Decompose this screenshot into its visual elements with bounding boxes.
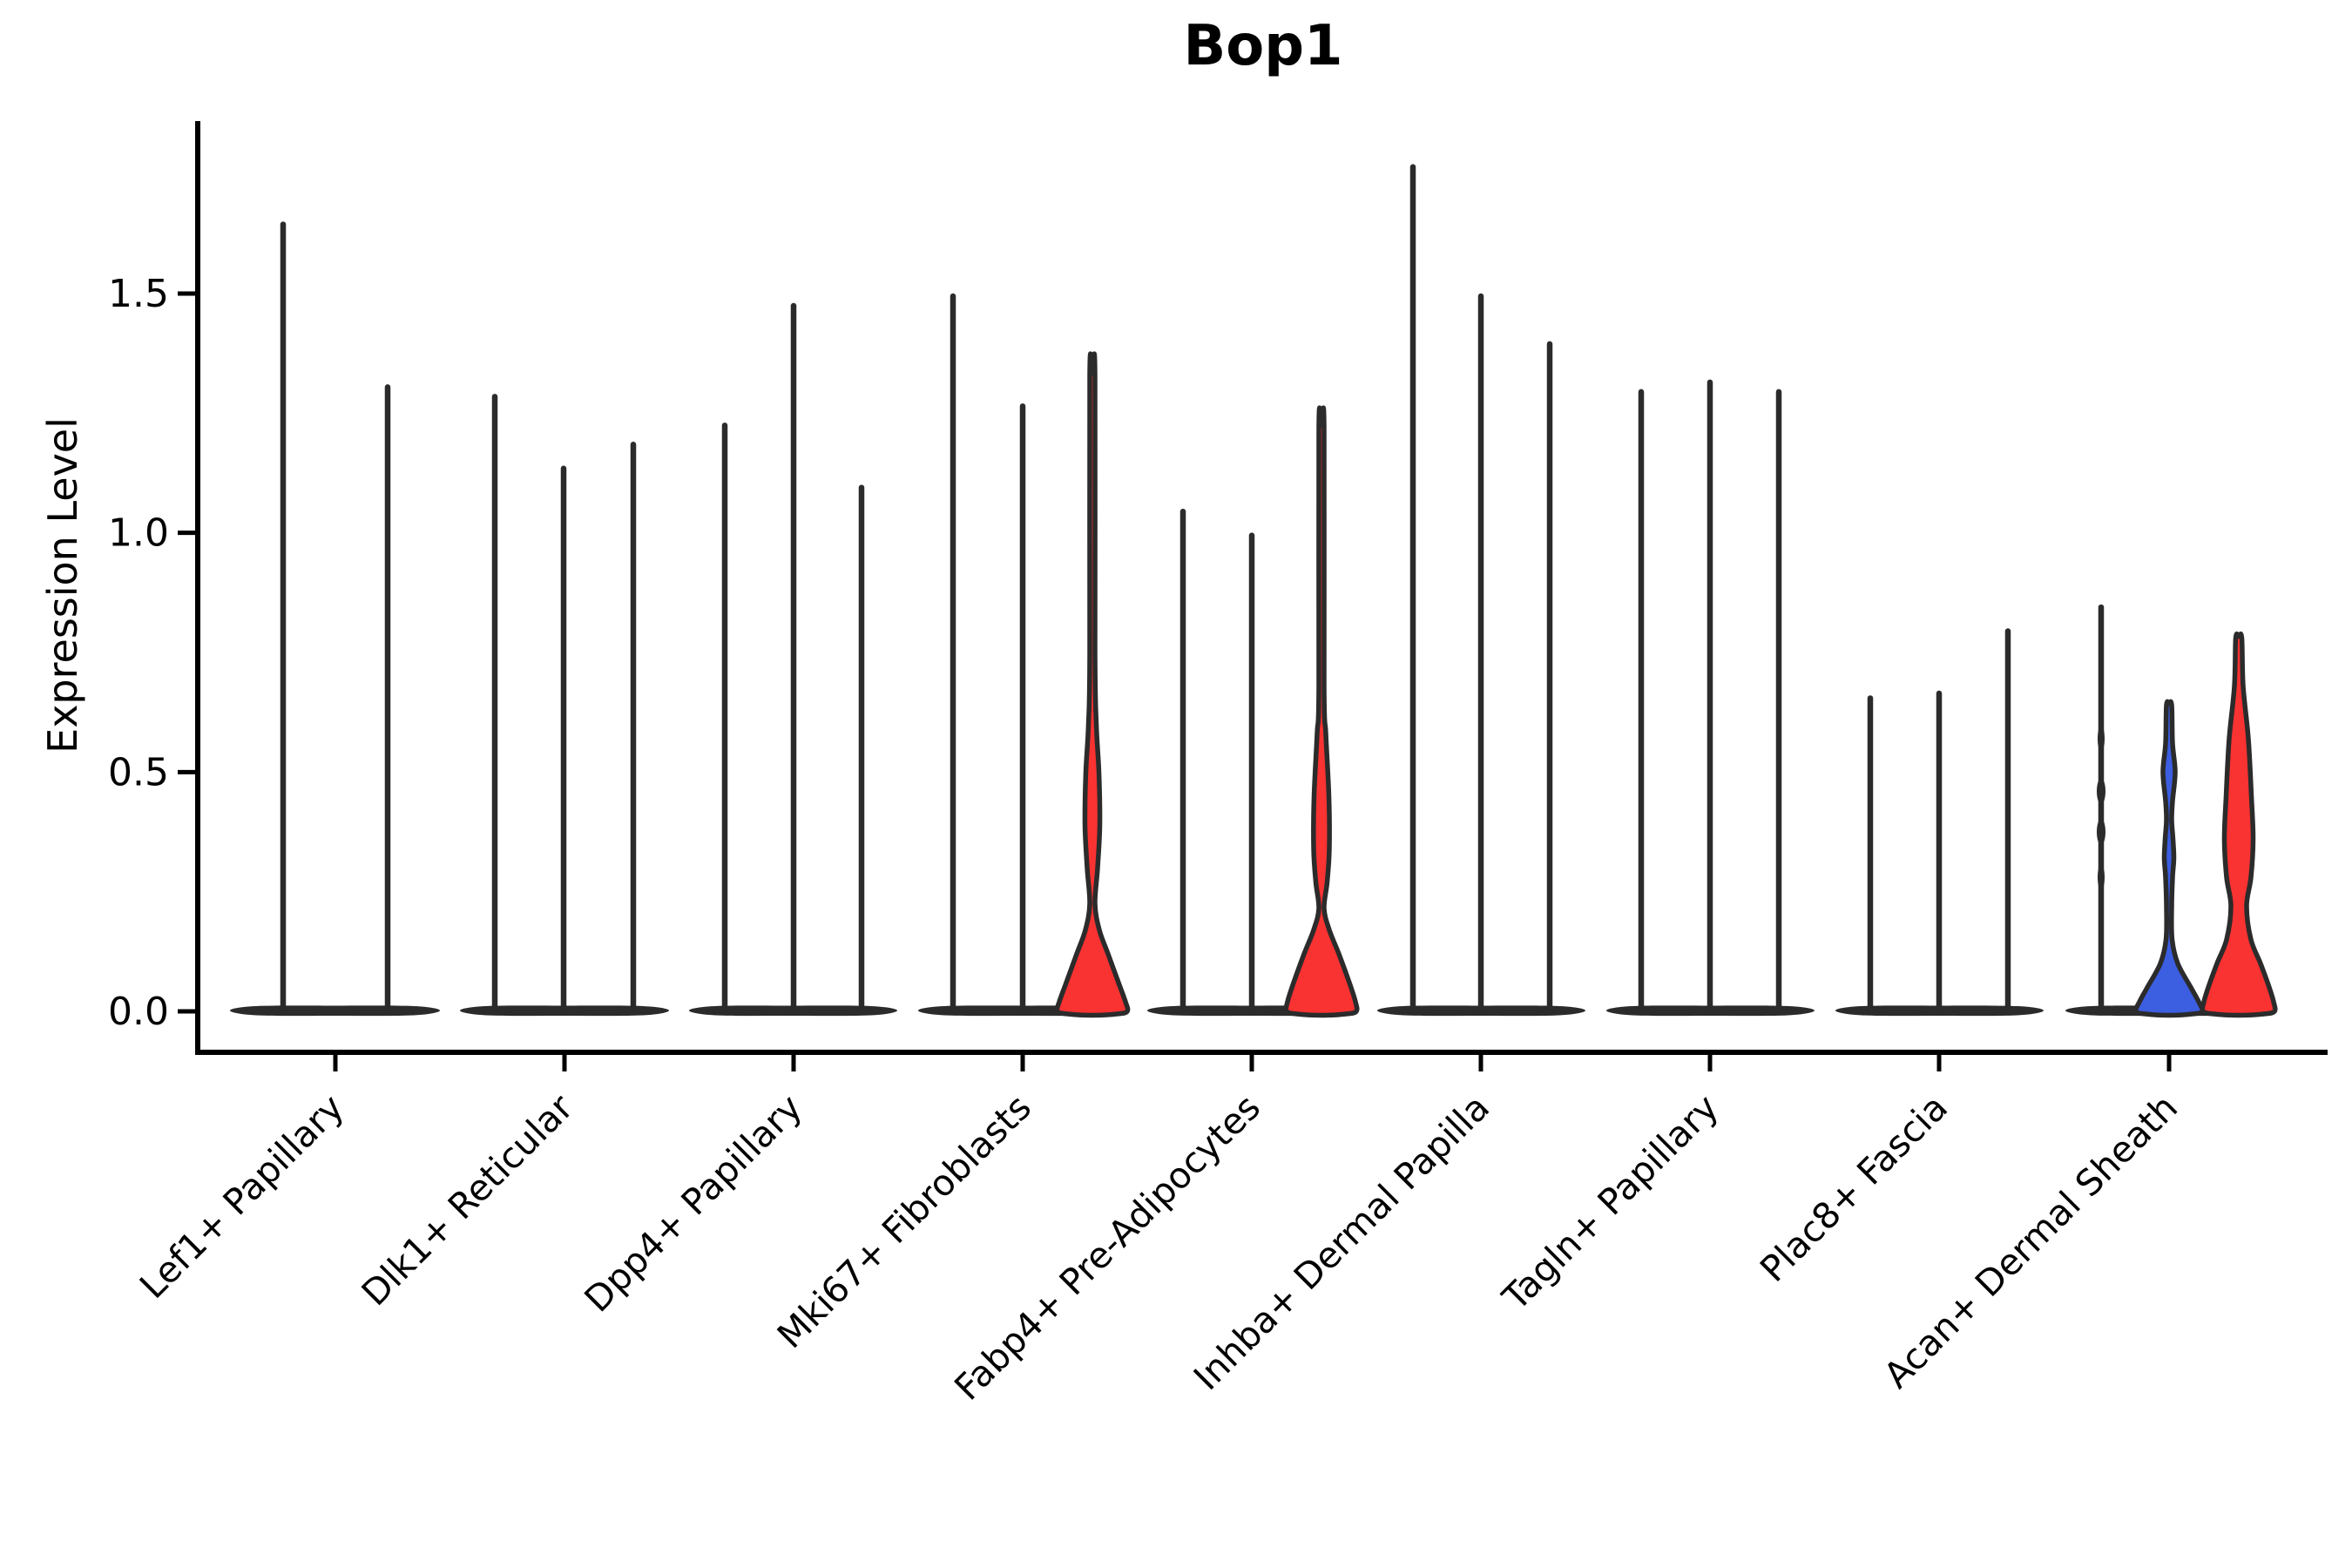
y-tick-label: 0.5 [108, 750, 169, 794]
violin-spike-bump [2098, 864, 2105, 891]
x-tick-label: Dpp4+ Papillary [577, 1086, 810, 1320]
x-tick-label: Tagln+ Papillary [1494, 1086, 1727, 1319]
violin-filled-red [1283, 405, 1360, 1018]
violin-filled-red [2200, 631, 2278, 1018]
y-tick-label: 0.0 [108, 990, 169, 1034]
x-tick-label: Plac8+ Fascia [1752, 1086, 1956, 1290]
violin-filled-blue [2132, 699, 2206, 1018]
y-tick-label: 1.5 [108, 272, 169, 316]
x-tick-label: Lef1+ Papillary [132, 1086, 352, 1307]
violin-spike-bump [2097, 819, 2105, 846]
violin-spike-bump [2098, 725, 2105, 752]
violin-filled-red [1054, 351, 1131, 1018]
x-tick-label: Mki67+ Fibroblasts [769, 1086, 1039, 1356]
violin-spike-bump [2097, 778, 2105, 805]
y-axis-label: Expression Level [39, 417, 86, 754]
violin-zero-base [230, 1005, 440, 1017]
y-tick-label: 1.0 [108, 511, 169, 556]
chart-title: Bop1 [1183, 14, 1343, 78]
x-tick-label: Dlk1+ Reticular [354, 1086, 581, 1314]
